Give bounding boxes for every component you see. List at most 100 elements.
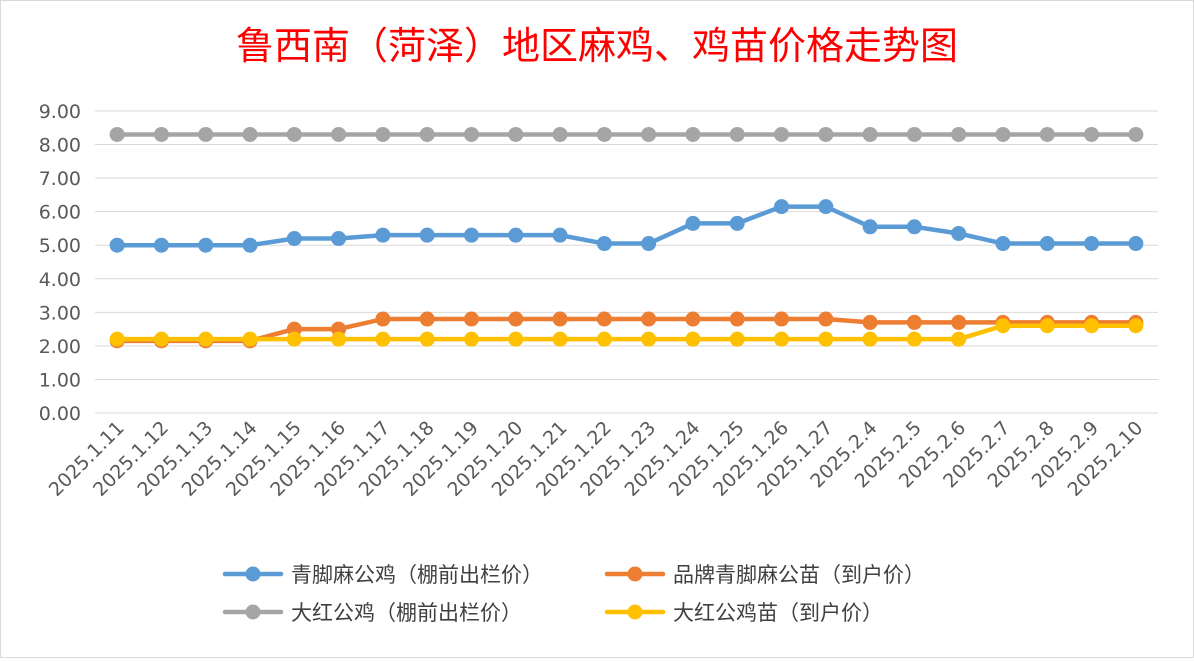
legend-label: 品牌青脚麻公苗（到户价） [673, 563, 925, 587]
data-point [641, 331, 657, 347]
data-point [286, 331, 302, 347]
data-point [862, 126, 878, 142]
data-point [774, 311, 790, 327]
chart-title: 鲁西南（菏泽）地区麻鸡、鸡苗价格走势图 [236, 24, 958, 68]
data-point [906, 219, 922, 235]
data-point [198, 126, 214, 142]
data-point [419, 331, 435, 347]
data-point [774, 331, 790, 347]
y-axis-tick-labels: 0.00 1.00 2.00 3.00 4.00 5.00 6.00 7.00 8.00 9.00 [39, 101, 81, 425]
legend-item: 大红公鸡苗（到户价） [604, 601, 883, 625]
data-point [818, 311, 834, 327]
data-point [331, 331, 347, 347]
y-tick-label: 4.00 [39, 269, 81, 291]
data-point [1128, 318, 1144, 334]
legend-marker [245, 604, 261, 620]
data-point [862, 331, 878, 347]
data-point [153, 331, 169, 347]
data-point [1128, 236, 1144, 252]
legend-item: 品牌青脚麻公苗（到户价） [604, 563, 925, 587]
series-line [114, 323, 1139, 342]
data-point [508, 331, 524, 347]
legend-item: 青脚麻公鸡（棚前出栏价） [222, 563, 543, 587]
data-point [419, 126, 435, 142]
legend-marker [245, 566, 261, 582]
data-point [1084, 318, 1100, 334]
data-point [242, 126, 258, 142]
data-point [552, 311, 568, 327]
data-point [818, 126, 834, 142]
data-point [596, 311, 612, 327]
data-point [286, 231, 302, 247]
data-point [375, 126, 391, 142]
data-point [729, 126, 745, 142]
data-point [198, 331, 214, 347]
data-point [1039, 126, 1055, 142]
data-point [375, 311, 391, 327]
data-point [818, 199, 834, 215]
data-point [1084, 126, 1100, 142]
series-3 [109, 318, 1144, 347]
data-point [552, 227, 568, 243]
data-point [685, 331, 701, 347]
data-point [685, 215, 701, 231]
data-point [596, 236, 612, 252]
data-point [109, 126, 125, 142]
y-tick-label: 3.00 [39, 302, 81, 324]
data-point [906, 314, 922, 330]
legend-label: 大红公鸡苗（到户价） [673, 601, 883, 625]
data-point [641, 311, 657, 327]
data-point [1128, 126, 1144, 142]
data-point [951, 225, 967, 241]
data-point [862, 314, 878, 330]
data-point [463, 331, 479, 347]
data-point [286, 126, 302, 142]
data-point [153, 126, 169, 142]
y-tick-label: 6.00 [39, 202, 81, 224]
data-point [1039, 318, 1055, 334]
data-point [198, 237, 214, 253]
data-point [906, 126, 922, 142]
data-point [552, 331, 568, 347]
data-point [596, 126, 612, 142]
data-point [729, 331, 745, 347]
legend-label: 青脚麻公鸡（棚前出栏价） [291, 563, 543, 587]
data-point [419, 227, 435, 243]
data-point [862, 219, 878, 235]
y-tick-label: 5.00 [39, 235, 81, 257]
data-point [774, 126, 790, 142]
data-point [596, 331, 612, 347]
data-point [242, 331, 258, 347]
data-point [463, 126, 479, 142]
data-point [552, 126, 568, 142]
y-tick-label: 7.00 [39, 168, 81, 190]
legend-item: 大红公鸡（棚前出栏价） [222, 601, 522, 625]
series-2 [109, 126, 1144, 142]
data-point [641, 126, 657, 142]
data-point [242, 237, 258, 253]
y-tick-label: 2.00 [39, 336, 81, 358]
data-point [375, 227, 391, 243]
data-point [463, 227, 479, 243]
data-point [109, 331, 125, 347]
legend-marker [627, 604, 643, 620]
data-point [774, 199, 790, 215]
data-point [375, 331, 391, 347]
y-tick-label: 9.00 [39, 101, 81, 123]
data-point [109, 237, 125, 253]
data-point [419, 311, 435, 327]
data-point [1039, 236, 1055, 252]
data-point [508, 311, 524, 327]
data-point [729, 215, 745, 231]
data-point [951, 314, 967, 330]
data-point [818, 331, 834, 347]
y-tick-label: 1.00 [39, 369, 81, 391]
series-0 [109, 199, 1144, 253]
data-point [463, 311, 479, 327]
series-lines [109, 126, 1144, 349]
data-point [906, 331, 922, 347]
data-point [508, 126, 524, 142]
y-tick-label: 8.00 [39, 135, 81, 157]
data-point [153, 237, 169, 253]
